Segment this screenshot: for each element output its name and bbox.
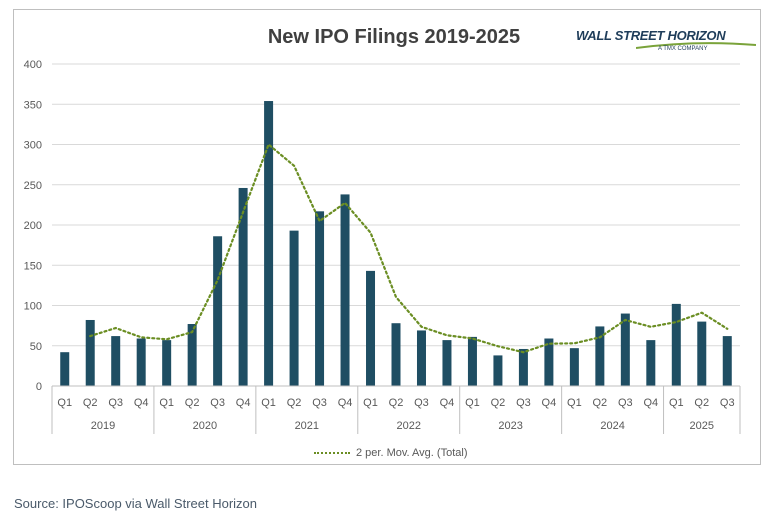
bar bbox=[697, 321, 707, 386]
bar bbox=[187, 324, 197, 386]
y-tick-label: 300 bbox=[24, 140, 42, 152]
bar bbox=[315, 211, 325, 386]
bar-series bbox=[60, 101, 732, 386]
wall-street-horizon-logo: WALL STREET HORIZON A TMX COMPANY bbox=[576, 28, 756, 66]
x-tick-label: Q3 bbox=[618, 397, 633, 409]
x-tick-label: Q3 bbox=[720, 397, 735, 409]
chart-plot: 0 50 100 150 200 250 300 350 400 Q1 Q2 Q3 Q4 2019 Q1 Q2… bbox=[24, 59, 741, 434]
bar bbox=[111, 336, 121, 386]
axes: 0 50 100 150 200 250 300 350 400 Q1 Q2 Q3 Q4 2019 Q1 Q2… bbox=[24, 59, 741, 434]
x-tick-label: Q1 bbox=[57, 397, 72, 409]
moving-average-series bbox=[89, 142, 729, 354]
x-tick-label: Q3 bbox=[210, 397, 225, 409]
bar bbox=[671, 303, 681, 386]
y-tick-label: 350 bbox=[24, 99, 42, 111]
x-tick-label: Q2 bbox=[83, 397, 98, 409]
x-tick-label: Q3 bbox=[312, 397, 327, 409]
bar bbox=[85, 319, 95, 386]
bar bbox=[544, 338, 554, 386]
x-tick-label: Q2 bbox=[491, 397, 506, 409]
bar bbox=[264, 101, 274, 386]
x-tick-label: Q4 bbox=[542, 397, 557, 409]
x-tick-label: Q2 bbox=[287, 397, 302, 409]
bar bbox=[493, 355, 503, 386]
y-tick-label: 150 bbox=[24, 260, 42, 272]
x-tick-label: Q1 bbox=[159, 397, 174, 409]
x-tick-label: Q1 bbox=[363, 397, 378, 409]
y-tick-label: 400 bbox=[24, 59, 42, 71]
x-tick-label: Q4 bbox=[236, 397, 251, 409]
x-tick-label: Q1 bbox=[465, 397, 480, 409]
bar bbox=[595, 326, 605, 386]
x-tick-label: Q1 bbox=[261, 397, 276, 409]
x-tick-label: Q2 bbox=[185, 397, 200, 409]
logo-swoosh-icon bbox=[636, 42, 756, 49]
bar bbox=[213, 236, 223, 386]
bar bbox=[467, 336, 477, 386]
x-tick-label: Q4 bbox=[134, 397, 149, 409]
bar bbox=[136, 338, 146, 386]
legend-label-moving-average: 2 per. Mov. Avg. (Total) bbox=[356, 447, 468, 459]
source-note: Source: IPOScoop via Wall Street Horizon bbox=[14, 496, 258, 511]
chart-legend: 2 per. Mov. Avg. (Total) bbox=[314, 447, 467, 459]
x-group-label: 2020 bbox=[193, 420, 217, 432]
x-group-label: 2024 bbox=[600, 420, 624, 432]
y-tick-label: 100 bbox=[24, 301, 42, 313]
logo-tagline: A TMX COMPANY bbox=[658, 46, 708, 52]
x-group-label: 2021 bbox=[295, 420, 319, 432]
x-group-label: 2023 bbox=[498, 420, 522, 432]
logo-wordmark: WALL STREET HORIZON bbox=[576, 28, 726, 43]
legend-swatch-moving-average bbox=[314, 452, 350, 454]
x-group-label: 2025 bbox=[690, 420, 714, 432]
bar bbox=[60, 352, 70, 386]
x-tick-label: Q2 bbox=[694, 397, 709, 409]
y-tick-label: 250 bbox=[24, 180, 42, 192]
x-tick-label: Q1 bbox=[567, 397, 582, 409]
x-tick-label: Q3 bbox=[108, 397, 123, 409]
x-tick-label: Q2 bbox=[389, 397, 404, 409]
bar bbox=[416, 330, 426, 386]
bar bbox=[518, 348, 528, 386]
bar bbox=[569, 348, 579, 386]
bar bbox=[162, 340, 172, 386]
bar bbox=[722, 336, 732, 386]
bar bbox=[620, 313, 630, 386]
bar bbox=[391, 323, 401, 386]
x-group-label: 2022 bbox=[396, 420, 420, 432]
chart-title: New IPO Filings 2019-2025 bbox=[267, 26, 521, 48]
bar bbox=[340, 194, 350, 386]
bar bbox=[238, 187, 248, 386]
x-tick-label: Q3 bbox=[516, 397, 531, 409]
x-tick-label: Q2 bbox=[593, 397, 608, 409]
x-tick-label: Q4 bbox=[440, 397, 455, 409]
bar bbox=[289, 230, 299, 386]
x-tick-label: Q1 bbox=[669, 397, 684, 409]
y-tick-label: 200 bbox=[24, 220, 42, 232]
x-tick-label: Q4 bbox=[338, 397, 353, 409]
x-group-label: 2019 bbox=[91, 420, 115, 432]
bar bbox=[646, 340, 656, 386]
moving-average-line bbox=[89, 142, 729, 354]
x-tick-label: Q3 bbox=[414, 397, 429, 409]
bar bbox=[366, 270, 376, 386]
y-tick-label: 50 bbox=[30, 341, 42, 353]
bar bbox=[442, 340, 452, 386]
x-tick-label: Q4 bbox=[643, 397, 658, 409]
chart-frame: 0 50 100 150 200 250 300 350 400 Q1 Q2 Q3 Q4 2019 Q1 Q2… bbox=[13, 9, 761, 465]
y-tick-label: 0 bbox=[36, 381, 42, 393]
